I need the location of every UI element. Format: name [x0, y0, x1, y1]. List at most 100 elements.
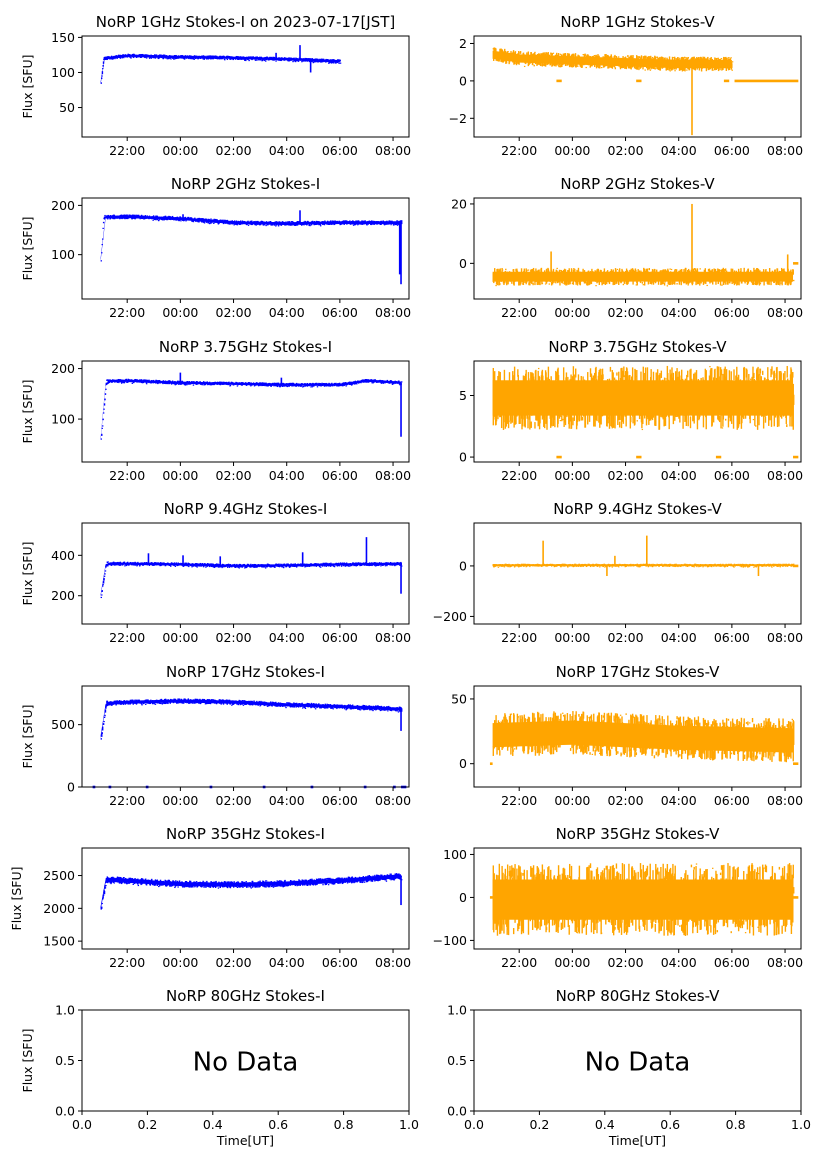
data-point: [198, 221, 200, 223]
data-point: [689, 416, 692, 429]
data-point: [317, 61, 319, 63]
x-tick-label: 00:00: [554, 143, 590, 158]
data-point: [632, 278, 634, 285]
data-point: [197, 58, 199, 60]
data-points: [492, 47, 799, 136]
data-point: [106, 58, 108, 61]
data-point: [371, 382, 373, 384]
data-point: [649, 69, 652, 71]
data-point: [739, 379, 742, 381]
data-point: [209, 222, 212, 224]
data-point: [762, 370, 764, 375]
data-point: [552, 52, 555, 54]
data-point: [244, 59, 246, 61]
data-point: [152, 564, 154, 566]
data-point: [670, 268, 673, 271]
data-point: [177, 383, 180, 385]
data-point: [282, 385, 284, 387]
data-point: [192, 384, 195, 386]
data-point: [245, 59, 247, 62]
data-point: [634, 67, 636, 69]
data-point: [730, 268, 732, 273]
data-point: [204, 563, 206, 565]
data-point: [283, 563, 286, 565]
data-point: [577, 374, 580, 385]
data-point: [246, 223, 248, 225]
data-point: [575, 278, 577, 285]
data-point: [103, 575, 106, 577]
data-point: [699, 278, 701, 286]
x-tick-label: 02:00: [608, 143, 644, 158]
data-point: [102, 418, 104, 421]
data-point: [601, 282, 604, 285]
data-point: [332, 220, 335, 222]
data-point: [382, 382, 385, 384]
data-point: [770, 412, 773, 427]
data-point: [193, 58, 195, 60]
data-point: [493, 566, 495, 568]
data-point: [574, 563, 576, 565]
data-point: [544, 283, 547, 285]
data-point: [107, 561, 109, 563]
data-point: [738, 281, 740, 286]
y-tick-label: 200: [51, 198, 75, 213]
data-point: [633, 270, 636, 272]
data-point: [561, 415, 563, 422]
data-point: [613, 377, 616, 381]
data-point: [532, 63, 534, 66]
data-point: [259, 382, 262, 384]
data-point: [145, 383, 148, 385]
x-tick-label: 00:00: [554, 305, 590, 320]
data-point: [159, 54, 161, 56]
data-point: [145, 57, 148, 59]
data-point: [325, 58, 327, 61]
data-point: [559, 53, 562, 55]
data-point: [366, 224, 368, 226]
data-point: [186, 55, 189, 57]
data-point: [754, 413, 756, 426]
data-point: [267, 563, 269, 565]
data-points: [492, 365, 799, 459]
data-point: [683, 56, 686, 58]
data-point: [573, 565, 576, 567]
data-point: [721, 284, 723, 286]
data-point: [610, 405, 612, 427]
x-tick-label: 04:00: [661, 468, 697, 483]
data-point: [527, 269, 530, 271]
data-point: [151, 562, 153, 564]
data-point: [618, 421, 621, 428]
panel-title: NoRP 3.75GHz Stokes-I: [159, 338, 332, 356]
data-point: [182, 565, 184, 567]
data-point: [613, 55, 615, 59]
data-point: [169, 216, 171, 218]
data-band: [100, 379, 401, 441]
data-point: [245, 566, 247, 568]
data-point: [724, 418, 727, 421]
data-point: [295, 385, 297, 387]
data-point: [566, 565, 569, 567]
data-point: [568, 62, 571, 68]
data-point: [154, 382, 157, 384]
data-point: [220, 219, 222, 221]
data-point: [364, 220, 366, 222]
data-point: [595, 285, 597, 287]
data-point: [333, 59, 335, 61]
data-point: [218, 566, 220, 568]
data-point: [103, 403, 106, 406]
data-point: [537, 367, 540, 370]
data-points: [492, 203, 799, 287]
data-point: [497, 566, 500, 568]
data-point: [203, 222, 206, 224]
data-point: [139, 56, 142, 58]
data-point: [312, 61, 315, 63]
y-tick-label: 100: [51, 247, 75, 262]
data-point: [175, 219, 177, 221]
data-point: [136, 565, 138, 567]
data-point: [105, 58, 107, 60]
data-point: [217, 223, 220, 225]
data-point: [112, 379, 114, 381]
data-point: [273, 566, 276, 568]
data-point: [170, 565, 172, 567]
data-point: [780, 267, 783, 275]
data-point: [290, 221, 293, 223]
